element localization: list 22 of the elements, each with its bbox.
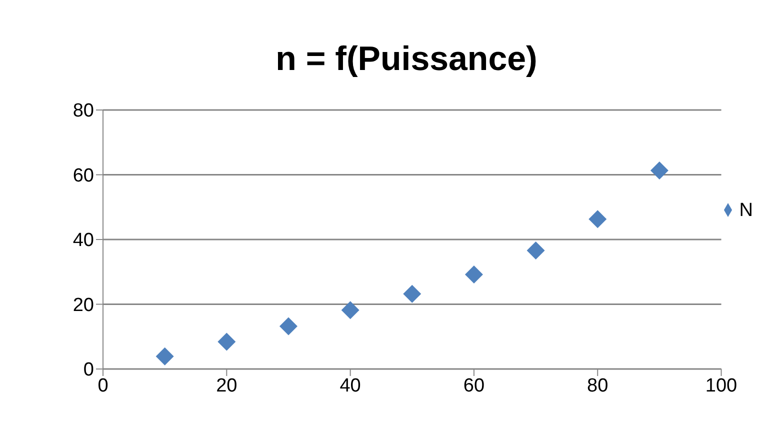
- y-tick-label: 40: [72, 230, 94, 252]
- x-tick-label: 60: [463, 375, 485, 396]
- x-tick-label: 80: [587, 375, 608, 396]
- point: [403, 284, 422, 303]
- legend-label: N: [739, 200, 753, 220]
- point: [279, 317, 298, 336]
- point: [526, 242, 545, 260]
- point: [650, 162, 668, 180]
- x-tick-label: 40: [340, 375, 361, 396]
- x-tick-label: 100: [705, 375, 738, 396]
- y-tick-label: 80: [72, 100, 94, 122]
- y-tick-label: 20: [72, 294, 94, 316]
- point: [588, 210, 607, 228]
- y-tick-label: 0: [83, 360, 94, 381]
- x-tick-label: 0: [98, 375, 108, 396]
- chart-title: n = f(Puissance): [274, 40, 538, 79]
- y-tick-label: 60: [72, 165, 94, 186]
- point: [156, 347, 174, 366]
- x-tick-label: 20: [216, 375, 238, 396]
- point: [218, 332, 236, 351]
- point: [464, 265, 483, 284]
- point: [341, 301, 360, 320]
